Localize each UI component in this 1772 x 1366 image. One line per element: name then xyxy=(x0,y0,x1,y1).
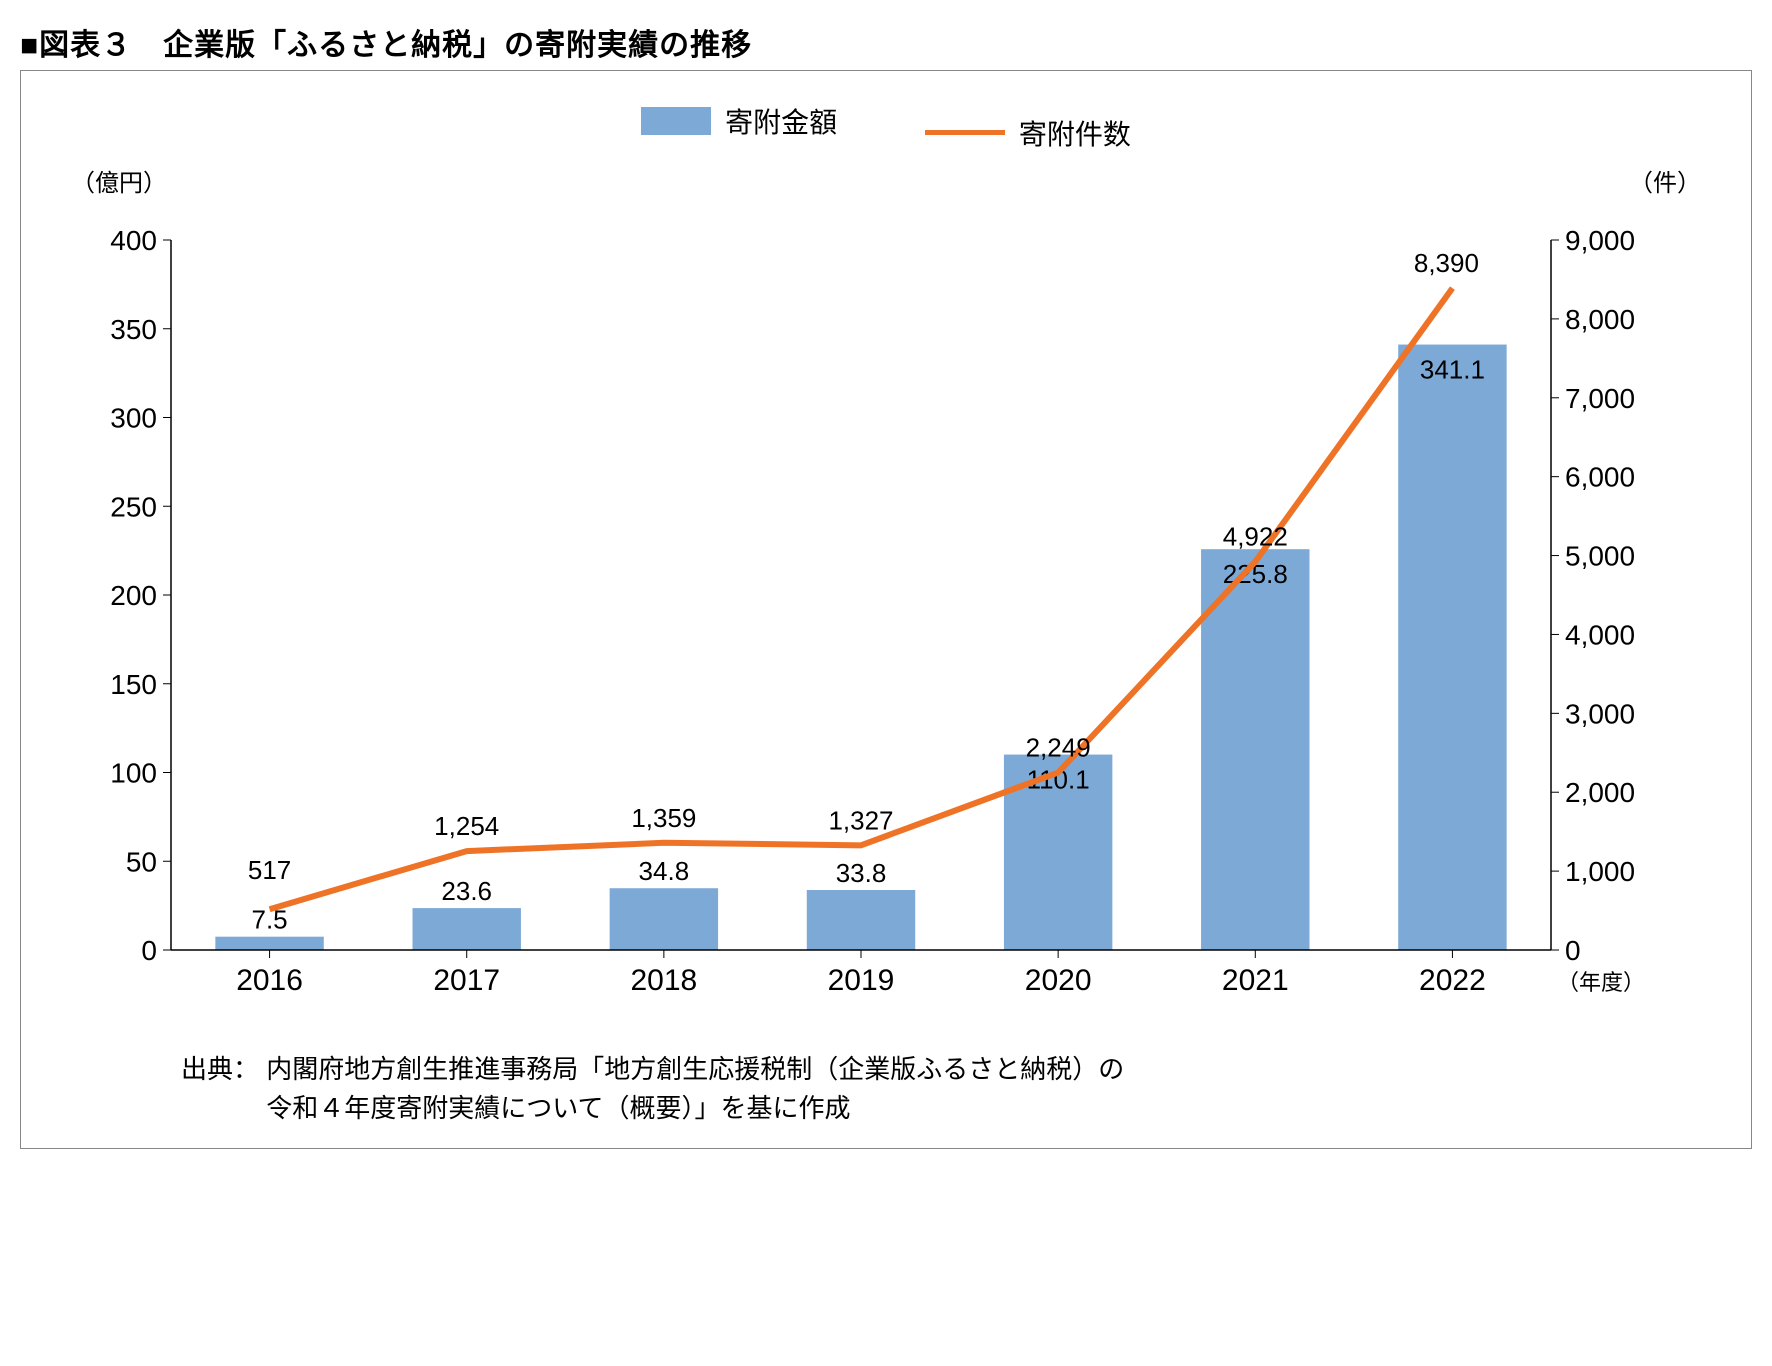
x-category-label: 2021 xyxy=(1222,964,1289,997)
bar-value-label: 23.6 xyxy=(441,876,492,906)
right-tick-label: 8,000 xyxy=(1565,303,1635,334)
right-tick-label: 7,000 xyxy=(1565,382,1635,413)
left-tick-label: 50 xyxy=(126,846,157,877)
right-tick-label: 0 xyxy=(1565,935,1581,966)
x-category-label: 2018 xyxy=(630,964,697,997)
chart-plot: 0 50 100 150 200 250 300 350 400 0 1,000 2,000 3,000… xyxy=(61,200,1711,1020)
source-line2: 令和４年度寄附実績について（概要）」を基に作成 xyxy=(266,1093,850,1123)
right-tick-label: 5,000 xyxy=(1565,540,1635,571)
legend-bar: 寄附金額 xyxy=(641,101,837,141)
line-value-label: 8,390 xyxy=(1414,248,1479,278)
bar xyxy=(1201,549,1309,950)
left-tick-label: 300 xyxy=(110,402,157,433)
right-axis-unit: （件） xyxy=(1629,163,1701,198)
left-tick-label: 350 xyxy=(110,313,157,344)
x-category-label: 2016 xyxy=(236,964,303,997)
right-tick-label: 1,000 xyxy=(1565,856,1635,887)
chart-svg: 0 50 100 150 200 250 300 350 400 0 1,000 2,000 3,000… xyxy=(61,200,1681,1020)
legend-bar-swatch xyxy=(641,107,711,135)
x-category-label: 2022 xyxy=(1419,964,1486,997)
left-tick-label: 0 xyxy=(141,935,157,966)
bar xyxy=(807,890,915,950)
right-tick-label: 4,000 xyxy=(1565,619,1635,650)
left-tick-label: 150 xyxy=(110,668,157,699)
line-value-label: 1,359 xyxy=(631,802,696,832)
bar xyxy=(215,936,323,949)
right-tick-label: 2,000 xyxy=(1565,777,1635,808)
bar-value-label: 341.1 xyxy=(1420,354,1485,384)
right-tick-label: 3,000 xyxy=(1565,698,1635,729)
left-axis-unit: （億円） xyxy=(71,163,167,198)
right-tick-label: 9,000 xyxy=(1565,225,1635,256)
legend-line-label: 寄附件数 xyxy=(1019,113,1131,153)
legend: 寄附金額 寄附件数 xyxy=(61,101,1711,153)
line-value-label: 1,327 xyxy=(828,805,893,835)
line-value-label: 1,254 xyxy=(434,811,499,841)
chart-title: ■図表３ 企業版「ふるさと納税」の寄附実績の推移 xyxy=(20,20,1752,64)
bar-value-label: 34.8 xyxy=(639,856,690,886)
legend-bar-label: 寄附金額 xyxy=(725,101,837,141)
bar xyxy=(610,888,718,950)
x-axis-suffix: （年度） xyxy=(1557,970,1645,995)
bar xyxy=(413,908,521,950)
left-tick-label: 400 xyxy=(110,225,157,256)
line-value-label: 4,922 xyxy=(1223,521,1288,551)
bar xyxy=(1398,344,1506,949)
x-category-label: 2017 xyxy=(433,964,500,997)
bar-value-label: 33.8 xyxy=(836,858,887,888)
left-tick-label: 250 xyxy=(110,491,157,522)
left-tick-label: 100 xyxy=(110,757,157,788)
source-prefix: 出典： xyxy=(181,1054,259,1084)
x-category-label: 2020 xyxy=(1025,964,1092,997)
x-category-label: 2019 xyxy=(828,964,895,997)
source-line1: 内閣府地方創生推進事務局「地方創生応援税制（企業版ふるさと納税）の xyxy=(266,1054,1124,1084)
chart-frame: 寄附金額 寄附件数 （億円） （件） 0 50 100 150 200 250 300 350… xyxy=(20,70,1752,1149)
source-citation: 出典： 内閣府地方創生推進事務局「地方創生応援税制（企業版ふるさと納税）の 出典… xyxy=(61,1050,1711,1128)
line-value-label: 2,249 xyxy=(1026,732,1091,762)
legend-line-swatch xyxy=(925,130,1005,135)
legend-line: 寄附件数 xyxy=(925,113,1131,153)
left-tick-label: 200 xyxy=(110,580,157,611)
line-value-label: 517 xyxy=(248,855,291,885)
right-tick-label: 6,000 xyxy=(1565,461,1635,492)
